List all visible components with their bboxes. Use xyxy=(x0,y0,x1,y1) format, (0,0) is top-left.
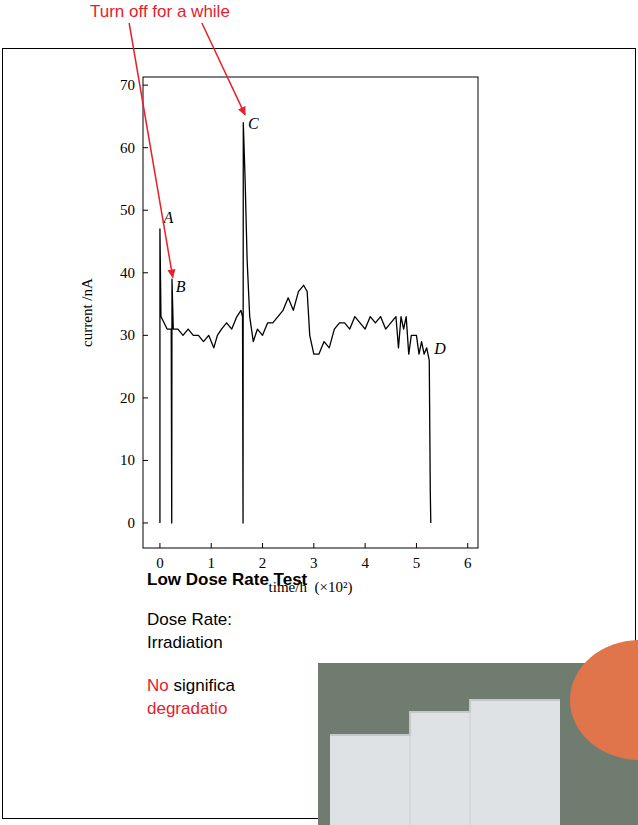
note-line: degradatio xyxy=(147,699,227,718)
y-tick xyxy=(143,147,148,148)
point-label: C xyxy=(248,115,259,132)
y-tick xyxy=(143,397,148,398)
y-tick-label: 60 xyxy=(120,140,135,156)
plot-frame xyxy=(143,77,478,548)
slide: 0102030405060700123456time/h (×10²)curre… xyxy=(0,0,638,825)
y-tick-label: 30 xyxy=(120,327,135,343)
callout-arrow xyxy=(202,23,245,115)
x-tick xyxy=(467,543,468,548)
note-segment: Dose Rate: xyxy=(147,610,232,629)
y-tick xyxy=(143,335,148,336)
x-tick xyxy=(211,543,212,548)
x-tick-label: 2 xyxy=(259,555,267,571)
y-axis-title: current /nA xyxy=(79,278,95,347)
y-tick xyxy=(143,272,148,273)
note-segment: significa xyxy=(169,676,236,695)
x-tick-label: 5 xyxy=(413,555,421,571)
x-tick-label: 4 xyxy=(361,555,369,571)
y-tick-label: 10 xyxy=(120,452,135,468)
x-tick xyxy=(313,543,314,548)
note-line: No significa xyxy=(147,676,235,695)
note-line: Irradiation xyxy=(147,633,223,652)
x-tick-label: 6 xyxy=(464,555,472,571)
x-tick xyxy=(159,543,160,548)
x-tick-label: 0 xyxy=(156,555,164,571)
x-tick xyxy=(416,543,417,548)
y-tick-label: 40 xyxy=(120,265,135,281)
callout-arrow xyxy=(129,23,173,278)
callout-text: Turn off for a while xyxy=(90,2,230,21)
y-tick-label: 50 xyxy=(120,202,135,218)
x-tick-label: 3 xyxy=(310,555,318,571)
y-tick-label: 70 xyxy=(120,77,135,93)
photo-orange-object xyxy=(570,640,638,760)
y-tick xyxy=(143,460,148,461)
x-tick xyxy=(262,543,263,548)
y-tick xyxy=(143,85,148,86)
point-label: B xyxy=(176,278,186,295)
y-tick-label: 0 xyxy=(128,515,136,531)
photo-block-seam xyxy=(470,712,471,825)
point-label: D xyxy=(433,340,446,357)
photo xyxy=(318,640,638,825)
photo-block-seam xyxy=(410,735,411,825)
photo-block-edge xyxy=(330,700,560,735)
note-line: Dose Rate: xyxy=(147,610,232,629)
y-tick xyxy=(143,522,148,523)
x-tick xyxy=(365,543,366,548)
plot-marks xyxy=(160,123,431,523)
photo-block xyxy=(330,700,560,825)
x-tick-label: 1 xyxy=(207,555,215,571)
heading: Low Dose Rate Test xyxy=(147,570,308,589)
y-tick-label: 20 xyxy=(120,390,135,406)
y-tick xyxy=(143,210,148,211)
note-segment: degradatio xyxy=(147,699,227,718)
current-line xyxy=(160,123,431,523)
note-segment: No xyxy=(147,676,169,695)
note-segment: Irradiation xyxy=(147,633,223,652)
